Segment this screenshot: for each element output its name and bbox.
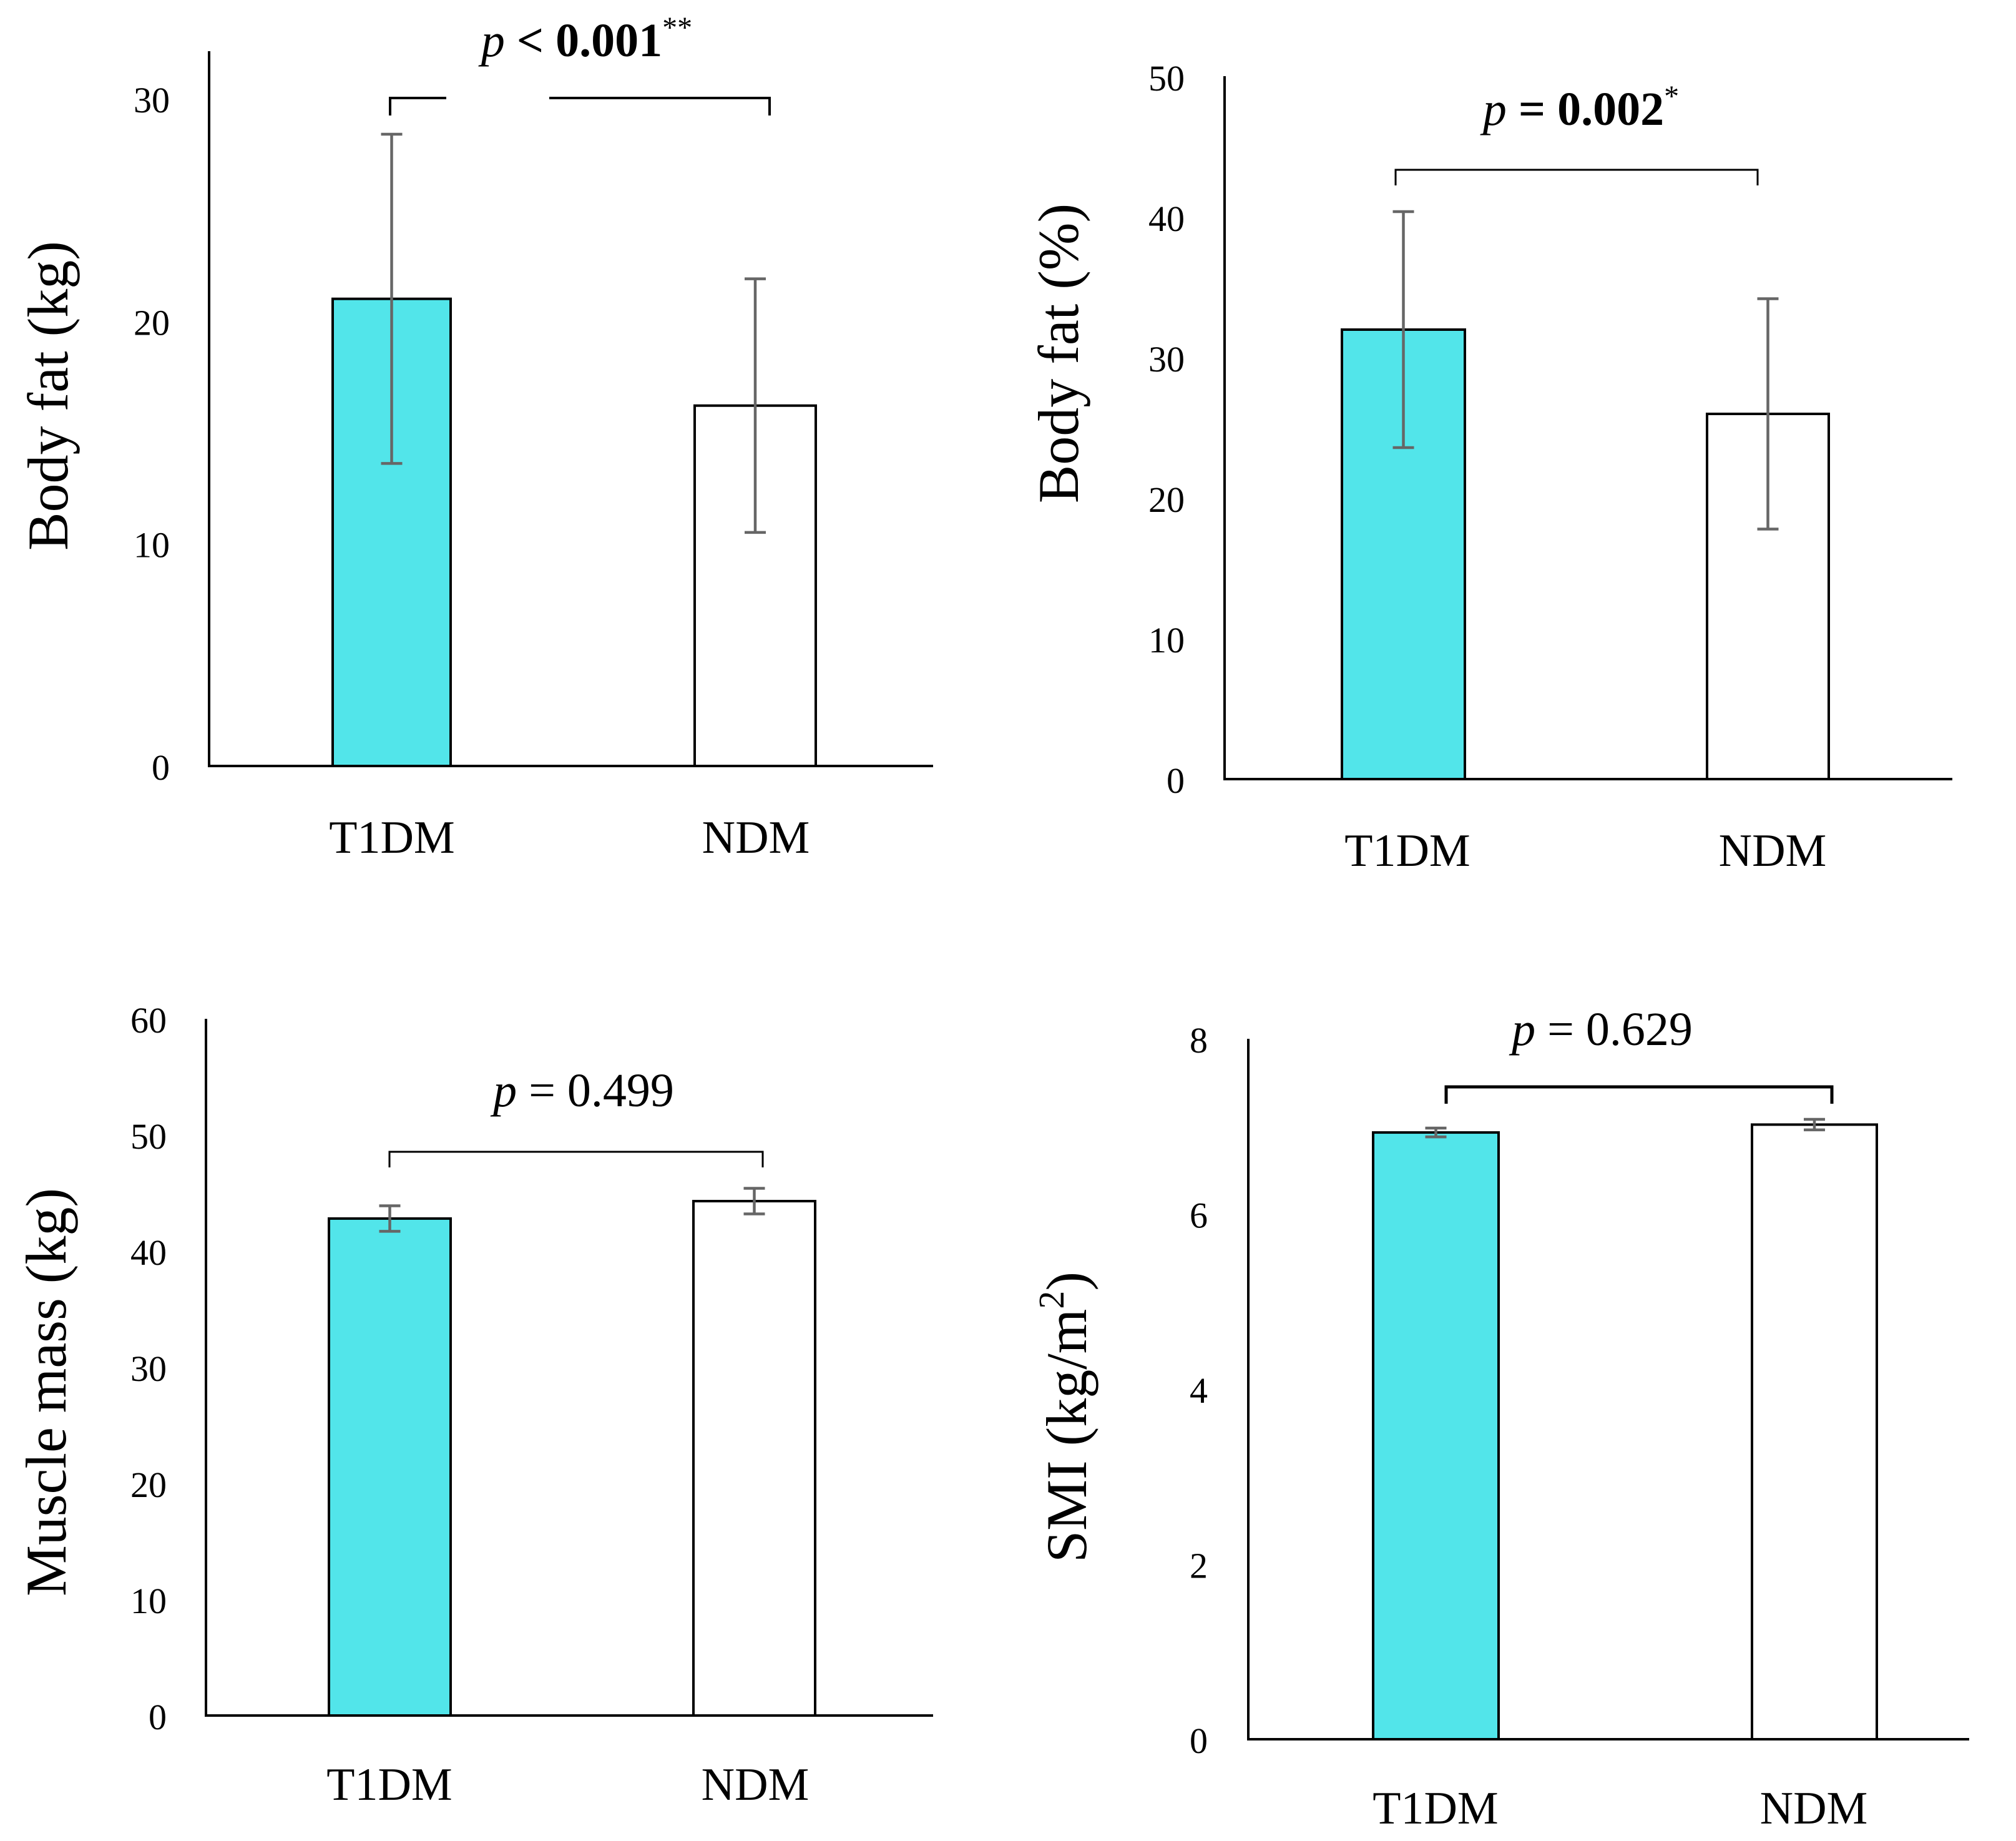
x-tick-label-ndm: NDM (1719, 825, 1827, 876)
panel-muscle-mass: Muscle mass (kg) T1DM NDM p = 0.499 0 10 2… (14, 1000, 933, 1810)
significance-bracket (388, 1151, 764, 1167)
error-bar-ndm (745, 277, 766, 534)
error-bar-ndm (743, 1187, 765, 1215)
x-tick-label-t1dm: T1DM (329, 812, 454, 863)
y-tick-label: 10 (134, 525, 170, 566)
y-tick-label: 60 (130, 1000, 167, 1041)
x-tick-label-ndm: NDM (702, 1759, 810, 1810)
error-bar-t1dm (379, 1204, 401, 1233)
y-tick-label: 0 (152, 747, 170, 788)
panel-body-fat-kg: Body fat (kg) T1DM NDM p < 0.001** 0 10 20… (16, 11, 933, 863)
p-value-annotation: p < 0.001** (478, 11, 692, 67)
x-tick-label-t1dm: T1DM (1373, 1783, 1498, 1834)
panel-body-fat-pct: Body fat (%) T1DM NDM p = 0.002* 0 10 20 30… (1027, 58, 1952, 876)
y-tick-label: 30 (1148, 339, 1185, 380)
error-bar-t1dm (381, 132, 403, 465)
error-bar-t1dm (1392, 210, 1414, 449)
y-tick-label: 0 (1190, 1721, 1208, 1761)
p-value-annotation: p = 0.629 (1509, 1003, 1693, 1056)
y-tick-label: 2 (1190, 1546, 1208, 1586)
p-value-annotation: p = 0.002* (1480, 80, 1679, 135)
y-axis-label: SMI (kg/m2) (1031, 1272, 1099, 1563)
significance-bracket (389, 97, 771, 115)
significance-bracket (1394, 169, 1759, 185)
x-tick-label-t1dm: T1DM (326, 1759, 452, 1810)
y-tick-label: 30 (130, 1348, 167, 1389)
x-tick-label-ndm: NDM (702, 812, 810, 863)
error-bar-t1dm (1425, 1126, 1447, 1139)
y-tick-label: 20 (130, 1465, 167, 1505)
error-bar-ndm (1804, 1117, 1825, 1132)
x-tick-label-t1dm: T1DM (1344, 825, 1470, 876)
y-tick-label: 8 (1190, 1020, 1208, 1061)
y-tick-label: 50 (1148, 58, 1185, 99)
bar-t1dm (1372, 1131, 1500, 1740)
y-axis-label: Body fat (%) (1027, 204, 1090, 503)
bar-ndm (1751, 1123, 1878, 1740)
x-tick-label-ndm: NDM (1760, 1783, 1868, 1834)
bar-ndm (692, 1200, 816, 1717)
y-tick-label: 20 (1148, 479, 1185, 520)
y-tick-label: 40 (130, 1232, 167, 1273)
panel-smi: SMI (kg/m2) T1DM NDM p = 0.629 0 2 4 6 8 (1031, 1003, 1969, 1834)
y-tick-label: 10 (1148, 620, 1185, 660)
significance-bracket (1444, 1085, 1834, 1104)
y-tick-label: 30 (134, 80, 170, 120)
p-value-annotation: p = 0.499 (490, 1064, 674, 1117)
error-bar-ndm (1757, 297, 1779, 531)
bar-t1dm (328, 1217, 452, 1717)
y-axis-label: Body fat (kg) (16, 241, 80, 551)
y-tick-label: 6 (1190, 1195, 1208, 1236)
bar-t1dm (1341, 328, 1466, 780)
y-tick-label: 4 (1190, 1370, 1208, 1411)
y-tick-label: 0 (149, 1697, 167, 1737)
y-tick-label: 50 (130, 1116, 167, 1157)
y-axis-label: Muscle mass (kg) (14, 1188, 78, 1596)
y-tick-label: 10 (130, 1581, 167, 1621)
y-tick-label: 0 (1167, 760, 1185, 801)
y-tick-label: 20 (134, 302, 170, 343)
y-tick-label: 40 (1148, 199, 1185, 239)
